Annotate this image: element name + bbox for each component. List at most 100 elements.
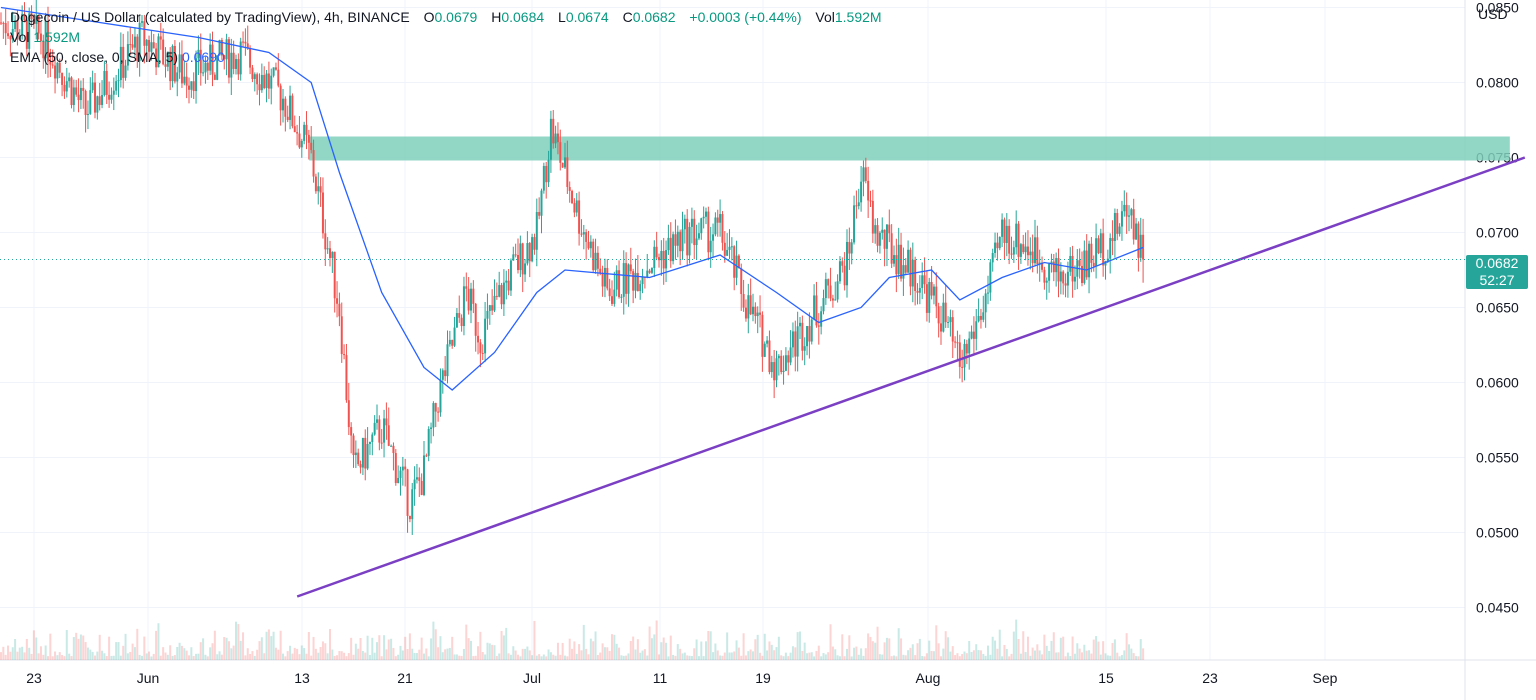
- candle-body: [270, 75, 273, 89]
- candle-body: [977, 315, 980, 322]
- volume-bar: [300, 645, 303, 660]
- candle-body: [566, 157, 569, 188]
- volume-bar: [54, 651, 57, 660]
- candle-body: [900, 244, 903, 279]
- volume-bar: [723, 652, 726, 660]
- candle-body: [326, 248, 329, 250]
- candle-body: [1125, 204, 1128, 217]
- price-tick-label: 0.0700: [1476, 225, 1519, 241]
- volume-bar: [411, 648, 414, 660]
- volume-bar: [803, 642, 806, 660]
- volume-bar: [70, 656, 73, 660]
- candle-body: [427, 428, 430, 456]
- candle-body: [709, 240, 712, 253]
- candle-body: [159, 36, 162, 40]
- candle-body: [947, 322, 950, 324]
- volume-bar: [730, 652, 733, 660]
- candle-body: [1083, 250, 1086, 283]
- volume-bar: [239, 640, 242, 660]
- candle-body: [37, 15, 40, 34]
- volume-bar: [1017, 639, 1020, 660]
- volume-bar: [505, 627, 508, 660]
- volume-bar: [650, 638, 653, 660]
- candle-body: [77, 94, 80, 101]
- candle-body: [1088, 243, 1091, 278]
- candle-body: [145, 39, 148, 46]
- candle-body: [157, 36, 160, 68]
- volume-bar: [171, 655, 174, 660]
- candle-body: [481, 352, 484, 354]
- candle-body: [1001, 219, 1004, 237]
- currency-label[interactable]: USD: [1478, 6, 1508, 22]
- volume-bar: [1057, 652, 1060, 660]
- candle-body: [650, 268, 653, 273]
- candle-body: [166, 51, 169, 67]
- volume-bar: [305, 653, 308, 660]
- volume-bar: [329, 629, 331, 660]
- candle-body: [789, 347, 792, 363]
- candle-body: [1099, 233, 1102, 254]
- candle-body: [86, 113, 89, 116]
- candle-body: [895, 255, 898, 275]
- volume-bar: [554, 655, 557, 660]
- candle-body: [594, 252, 597, 271]
- volume-bar: [415, 653, 418, 660]
- volume-bar: [1022, 631, 1025, 660]
- volume-legend[interactable]: Vol 1.592M: [10, 28, 80, 46]
- candle-body: [460, 317, 463, 327]
- candle-body: [199, 49, 202, 74]
- ema-legend[interactable]: EMA (50, close, 0, SMA, 5) 0.0690: [10, 48, 225, 66]
- candle-body: [1012, 247, 1015, 255]
- volume-bar: [498, 653, 501, 660]
- volume-bar: [282, 653, 284, 660]
- candle-body: [1137, 223, 1140, 258]
- candle-body: [1069, 255, 1072, 272]
- candle-body: [907, 249, 910, 273]
- candle-body: [665, 250, 668, 269]
- volume-bar: [56, 655, 59, 660]
- candle-body: [690, 218, 693, 227]
- volume-bar: [110, 655, 113, 660]
- candle-body: [841, 261, 844, 266]
- candle-body: [68, 77, 71, 82]
- candle-body: [794, 331, 797, 357]
- time-tick-label: 19: [755, 670, 771, 686]
- volume-bar: [260, 637, 263, 660]
- volume-bar: [1088, 650, 1091, 660]
- candle-body: [274, 67, 277, 70]
- volume-bar: [547, 649, 550, 660]
- volume-bar: [918, 638, 921, 660]
- candle-body: [293, 126, 296, 133]
- volume-bar: [129, 651, 132, 660]
- candle-body: [782, 370, 785, 373]
- volume-bar: [401, 650, 404, 660]
- candle-body: [608, 288, 611, 297]
- candle-body: [549, 118, 552, 160]
- candle-body: [820, 311, 823, 327]
- candle-body: [82, 87, 85, 91]
- volume-bar: [119, 655, 122, 660]
- volume-bar: [423, 653, 425, 660]
- candle-body: [289, 95, 292, 120]
- candle-body: [606, 267, 609, 289]
- volume-bar: [1078, 648, 1081, 660]
- volume-bar: [841, 634, 844, 660]
- candle-body: [343, 354, 346, 356]
- candle-body: [857, 202, 860, 207]
- candle-body: [129, 44, 132, 46]
- volume-bar: [524, 648, 527, 660]
- volume-bar: [227, 641, 230, 660]
- volume-bar: [693, 648, 696, 660]
- volume-bar: [528, 650, 531, 660]
- candle-body: [150, 42, 153, 52]
- candle-body: [573, 203, 576, 213]
- volume-bar: [152, 653, 155, 660]
- candle-body: [1026, 246, 1029, 256]
- volume-bar: [91, 651, 94, 660]
- candle-body: [599, 268, 602, 273]
- volume-bar: [512, 646, 515, 660]
- volume-bar: [1102, 641, 1105, 660]
- candle-body: [251, 67, 254, 80]
- candle-body: [425, 455, 428, 457]
